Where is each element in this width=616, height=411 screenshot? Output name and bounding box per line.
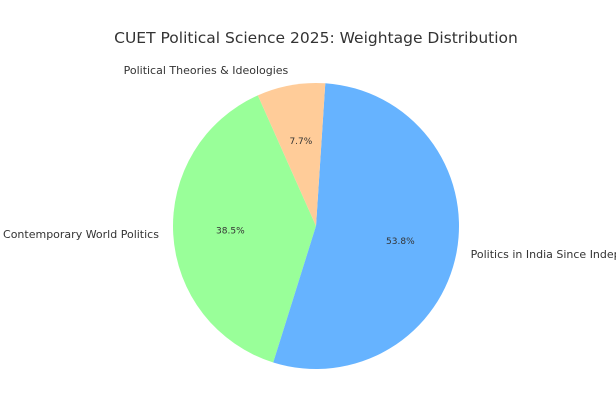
pie-slice-contemporary-world-politics: [173, 95, 316, 363]
pie-slice-politics-in-india-since-independence: [273, 83, 459, 369]
slice-percent-label: 38.5%: [216, 226, 245, 236]
slice-percent-label: 53.8%: [386, 237, 415, 247]
pie-slices: [173, 83, 459, 369]
slice-percent-label: 7.7%: [289, 137, 312, 147]
slice-category-label: Politics in India Since Independence: [471, 248, 616, 261]
pie-labels: 38.5% Contemporary World Politics 53.8% Pol…: [3, 64, 616, 261]
chart-title: CUET Political Science 2025: Weightage D…: [114, 29, 518, 47]
slice-category-label: Contemporary World Politics: [3, 228, 159, 241]
pie-slice-political-theories-and-ideologies: [257, 83, 326, 227]
slice-category-label: Political Theories & Ideologies: [124, 64, 289, 77]
